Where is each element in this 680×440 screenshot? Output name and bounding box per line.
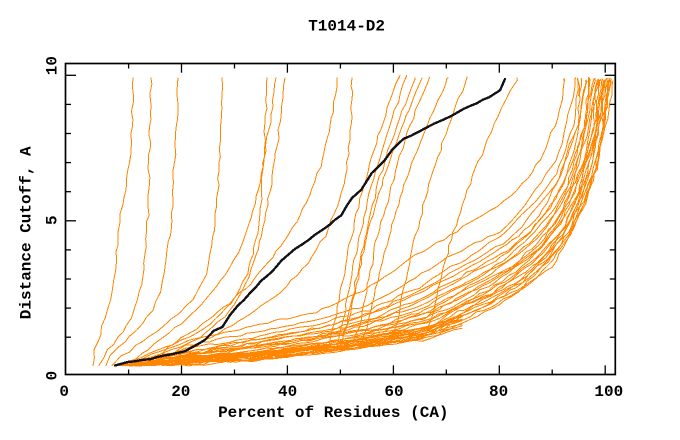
svg-text:5: 5 [43,215,61,225]
svg-text:0: 0 [43,371,61,381]
svg-text:20: 20 [171,383,190,401]
svg-text:100: 100 [594,383,623,401]
svg-text:80: 80 [489,383,508,401]
svg-text:Percent of Residues (CA): Percent of Residues (CA) [218,404,448,422]
svg-text:60: 60 [384,383,403,401]
svg-text:T1014-D2: T1014-D2 [308,18,385,36]
svg-text:0: 0 [59,383,69,401]
svg-text:10: 10 [43,56,61,75]
svg-text:40: 40 [278,383,297,401]
svg-text:Distance Cutoff, A: Distance Cutoff, A [18,146,36,319]
